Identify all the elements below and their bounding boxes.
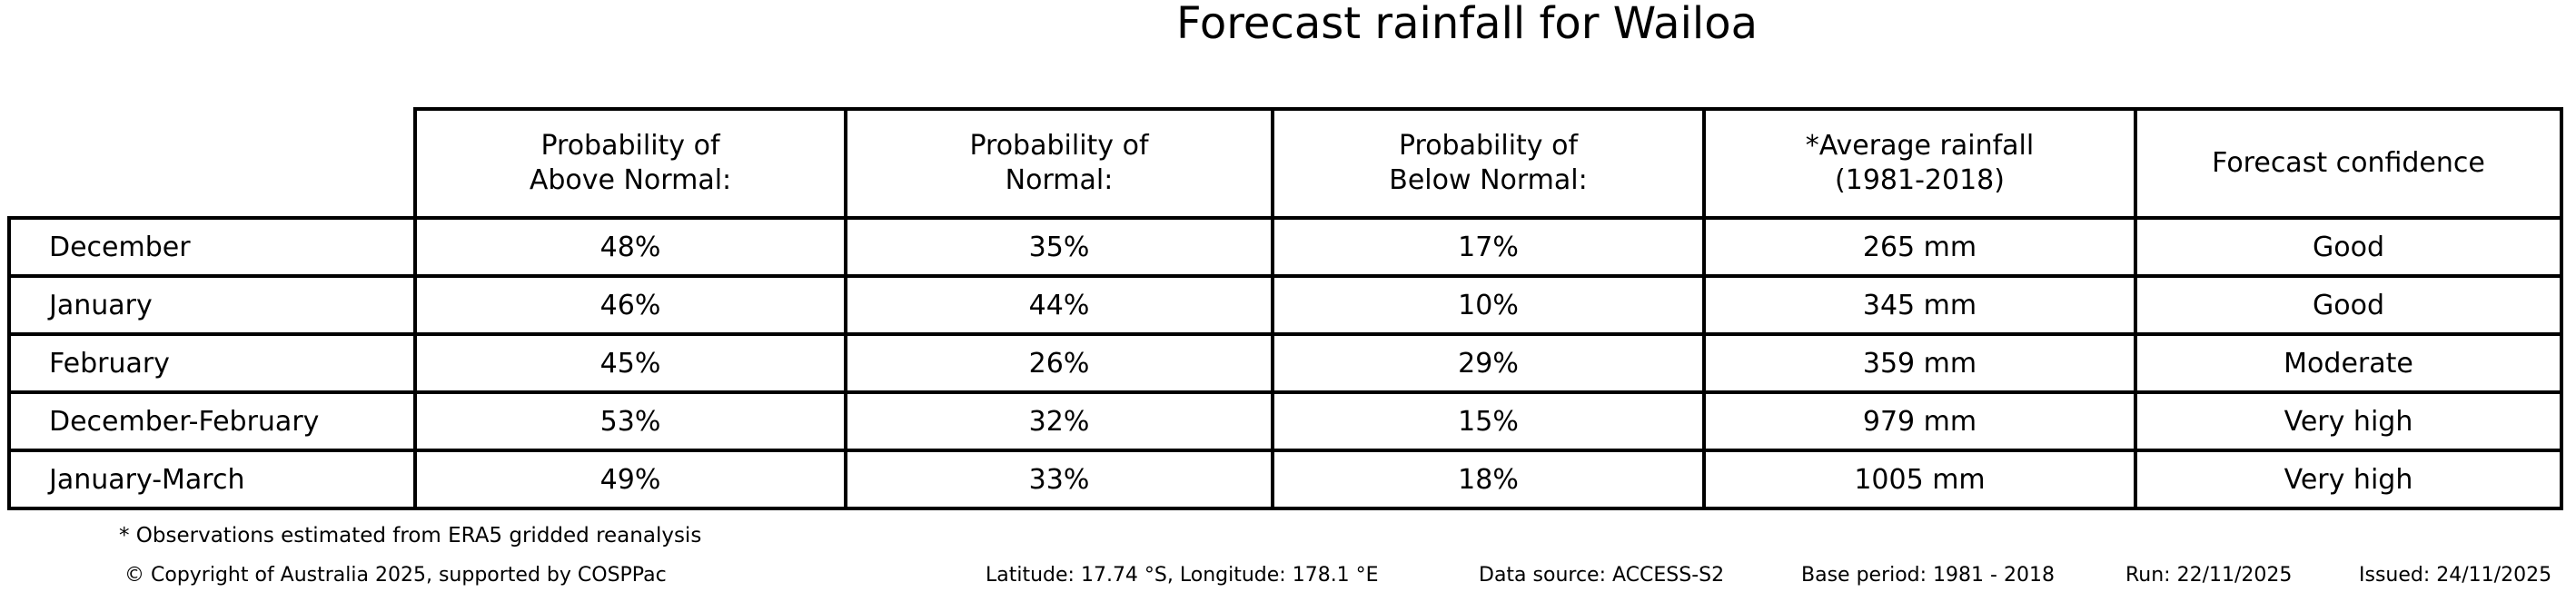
- cell-below-normal: 29%: [1271, 332, 1706, 394]
- cell-avg-rainfall: 1005 mm: [1702, 449, 2137, 510]
- cell-below-normal: 10%: [1271, 274, 1706, 336]
- cell-below-normal: 18%: [1271, 449, 1706, 510]
- cell-confidence: Good: [2134, 274, 2563, 336]
- cell-avg-rainfall: 979 mm: [1702, 390, 2137, 452]
- cell-below-normal: 15%: [1271, 390, 1706, 452]
- col-header-average-rainfall: *Average rainfall (1981-2018): [1702, 107, 2137, 220]
- row-label: February: [7, 332, 417, 394]
- row-label: December-February: [7, 390, 417, 452]
- data-source-text: Data source: ACCESS-S2: [1479, 564, 1725, 587]
- col-header-normal: Probability of Normal:: [844, 107, 1274, 220]
- row-label: December: [7, 216, 417, 278]
- row-label: January: [7, 274, 417, 336]
- forecast-table: Probability of Above Normal: Probability…: [7, 107, 2563, 510]
- row-label: January-March: [7, 449, 417, 510]
- copyright-text: © Copyright of Australia 2025, supported…: [124, 564, 667, 587]
- cell-confidence: Moderate: [2134, 332, 2563, 394]
- table-row-december: December 48% 35% 17% 265 mm Good: [7, 216, 2563, 278]
- cell-above-normal: 49%: [413, 449, 847, 510]
- table-row-december-february: December-February 53% 32% 15% 979 mm Ver…: [7, 390, 2563, 452]
- col-header-below-normal: Probability of Below Normal:: [1271, 107, 1706, 220]
- col-header-forecast-confidence: Forecast confidence: [2134, 107, 2563, 220]
- col-header-above-normal: Probability of Above Normal:: [413, 107, 847, 220]
- issued-date-text: Issued: 24/11/2025: [2359, 564, 2552, 587]
- cell-normal: 26%: [844, 332, 1274, 394]
- cell-confidence: Good: [2134, 216, 2563, 278]
- table-row-january-march: January-March 49% 33% 18% 1005 mm Very h…: [7, 449, 2563, 510]
- cell-avg-rainfall: 359 mm: [1702, 332, 2137, 394]
- cell-confidence: Very high: [2134, 390, 2563, 452]
- run-date-text: Run: 22/11/2025: [2125, 564, 2293, 587]
- cell-normal: 44%: [844, 274, 1274, 336]
- cell-normal: 32%: [844, 390, 1274, 452]
- cell-above-normal: 46%: [413, 274, 847, 336]
- cell-confidence: Very high: [2134, 449, 2563, 510]
- cell-below-normal: 17%: [1271, 216, 1706, 278]
- cell-avg-rainfall: 345 mm: [1702, 274, 2137, 336]
- cell-normal: 35%: [844, 216, 1274, 278]
- location-text: Latitude: 17.74 °S, Longitude: 178.1 °E: [986, 564, 1379, 587]
- table-row-january: January 46% 44% 10% 345 mm Good: [7, 274, 2563, 336]
- cell-above-normal: 45%: [413, 332, 847, 394]
- table-header-row: Probability of Above Normal: Probability…: [9, 107, 2563, 220]
- base-period-text: Base period: 1981 - 2018: [1801, 564, 2055, 587]
- cell-above-normal: 53%: [413, 390, 847, 452]
- page-title: Forecast rainfall for Wailoa: [1175, 0, 1759, 49]
- cell-avg-rainfall: 265 mm: [1702, 216, 2137, 278]
- era5-footnote: * Observations estimated from ERA5 gridd…: [119, 524, 702, 548]
- cell-normal: 33%: [844, 449, 1274, 510]
- cell-above-normal: 48%: [413, 216, 847, 278]
- corner-cell: [9, 109, 415, 218]
- table-row-february: February 45% 26% 29% 359 mm Moderate: [7, 332, 2563, 394]
